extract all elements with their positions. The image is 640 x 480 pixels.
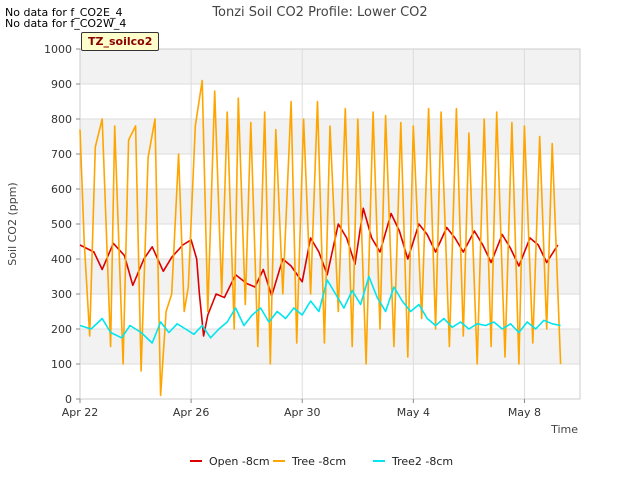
site-label-badge: TZ_soilco2: [81, 32, 160, 51]
x-tick-label: May 4: [397, 406, 430, 419]
legend-label: Tree2 -8cm: [391, 455, 453, 468]
y-tick-label: 800: [51, 113, 72, 126]
y-tick-label: 900: [51, 78, 72, 91]
y-tick-label: 300: [51, 288, 72, 301]
y-tick-label: 700: [51, 148, 72, 161]
y-tick-label: 1000: [44, 43, 72, 56]
y-tick-label: 600: [51, 183, 72, 196]
band: [80, 189, 580, 224]
y-axis: 0 100 200 300 400 500 600 700 800 900 1000: [44, 43, 80, 406]
x-axis: Apr 22 Apr 26 Apr 30 May 4 May 8: [62, 399, 541, 419]
band: [80, 224, 580, 259]
y-tick-label: 500: [51, 218, 72, 231]
x-axis-label: Time: [550, 423, 578, 436]
chart-title: Tonzi Soil CO2 Profile: Lower CO2: [211, 5, 427, 20]
y-tick-label: 400: [51, 253, 72, 266]
y-tick-label: 0: [65, 393, 72, 406]
no-data-note-2: No data for f_CO2W_4: [5, 17, 127, 30]
band: [80, 364, 580, 399]
series-lines: [79, 79, 562, 397]
band: [80, 49, 580, 84]
x-tick-label: Apr 30: [284, 406, 321, 419]
y-axis-label: Soil CO2 (ppm): [6, 182, 19, 265]
series-line-open-8cm: [79, 207, 559, 337]
legend-label: Open -8cm: [209, 455, 270, 468]
x-tick-label: May 8: [508, 406, 541, 419]
band: [80, 84, 580, 119]
y-tick-label: 100: [51, 358, 72, 371]
band: [80, 154, 580, 189]
x-tick-label: Apr 26: [173, 406, 210, 419]
legend: Open -8cm Tree -8cm Tree2 -8cm: [190, 455, 453, 468]
series-line-tree2-8cm: [79, 275, 561, 344]
band: [80, 294, 580, 329]
x-tick-label: Apr 22: [62, 406, 99, 419]
y-tick-label: 200: [51, 323, 72, 336]
legend-label: Tree -8cm: [291, 455, 346, 468]
no-data-note-1: No data for f_CO2E_4: [5, 6, 123, 19]
